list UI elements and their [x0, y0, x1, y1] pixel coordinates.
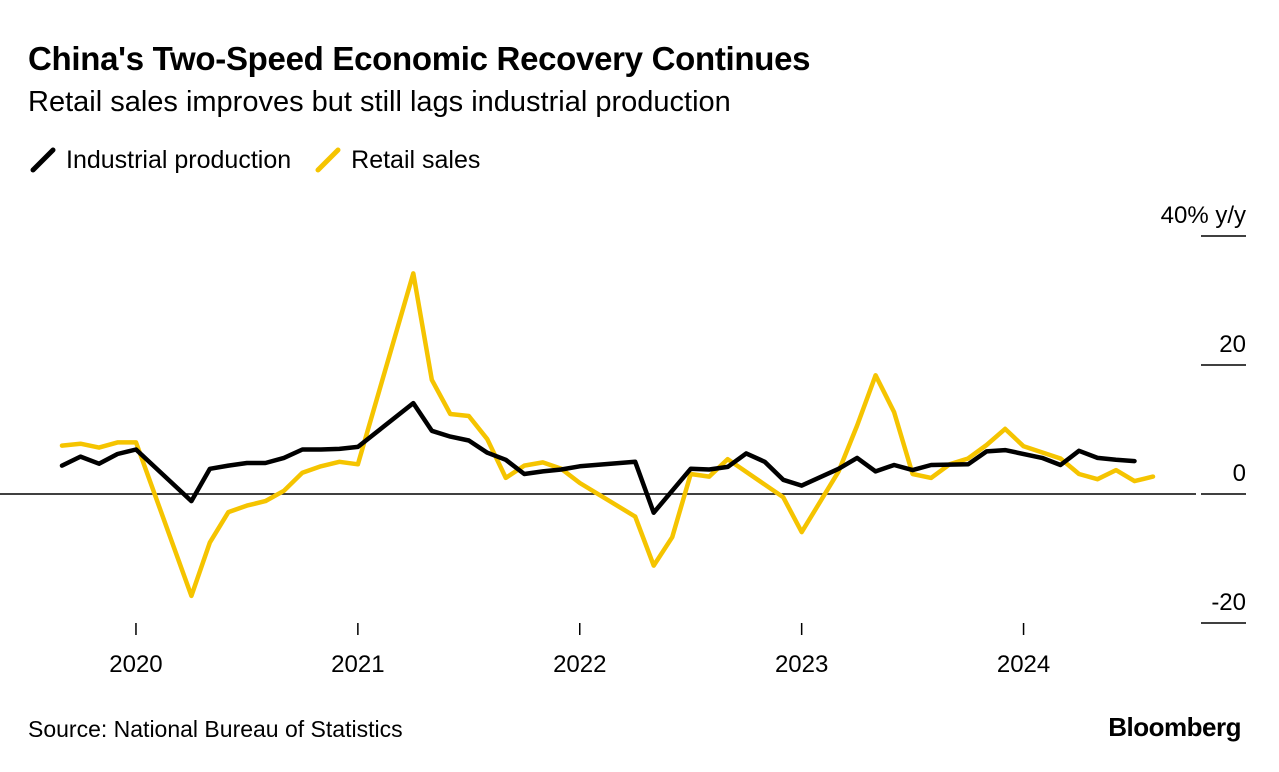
legend-label-industrial-production: Industrial production	[66, 145, 292, 174]
legend-label-retail-sales: Retail sales	[351, 145, 481, 174]
y-tick-label-20: 20	[1219, 331, 1246, 358]
x-tick-label-2024: 2024	[997, 651, 1050, 678]
x-tick-label-2023: 2023	[775, 651, 828, 678]
legend-swatch-retail-sales	[315, 147, 341, 173]
x-tick-label-2020: 2020	[109, 651, 162, 678]
chart-subtitle: Retail sales improves but still lags ind…	[28, 86, 731, 118]
legend-swatch-industrial-production	[30, 147, 56, 173]
series-line-industrial-production	[59, 400, 1137, 515]
y-tick-label-40: 40% y/y	[1161, 202, 1246, 229]
source-note: Source: National Bureau of Statistics	[28, 716, 403, 742]
bloomberg-logo: Bloomberg	[1108, 712, 1241, 742]
chart-title: China's Two-Speed Economic Recovery Cont…	[28, 40, 811, 77]
x-tick-label-2022: 2022	[553, 651, 606, 678]
y-tick-label-0: 0	[1233, 460, 1246, 487]
y-tick-label--20: -20	[1211, 589, 1246, 616]
legend-item-industrial-production: Industrial production	[28, 145, 291, 175]
series-line-retail-sales	[59, 271, 1156, 599]
legend: Industrial production Retail sales	[28, 145, 502, 175]
legend-item-retail-sales: Retail sales	[313, 145, 480, 175]
x-tick-label-2021: 2021	[331, 651, 384, 678]
